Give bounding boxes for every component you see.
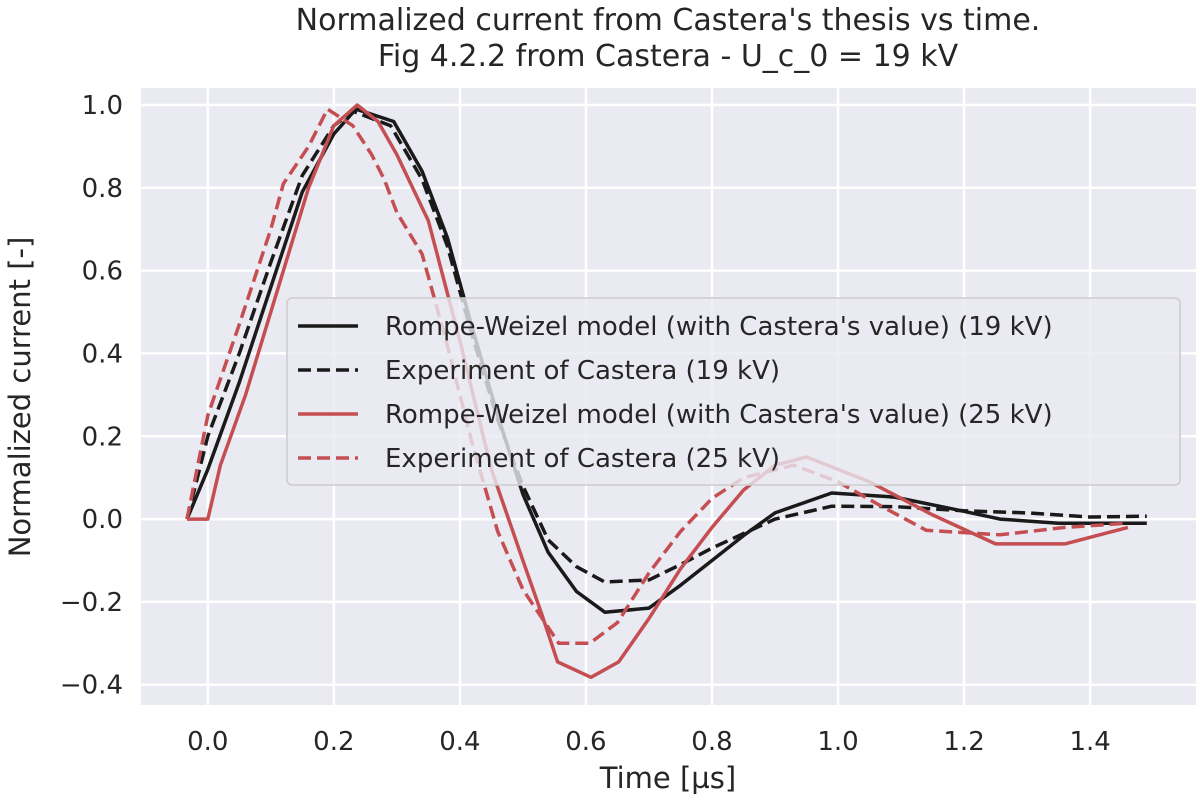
y-tick-label: −0.4	[60, 671, 123, 701]
legend-label: Rompe-Weizel model (with Castera's value…	[385, 400, 1053, 430]
x-tick-label: 0.0	[187, 727, 228, 757]
legend-box	[286, 297, 1181, 486]
y-axis-label: Normalized current [-]	[3, 237, 37, 558]
legend-label: Rompe-Weizel model (with Castera's value…	[385, 312, 1053, 342]
x-tick-label: 1.4	[1069, 727, 1110, 757]
x-tick-label: 0.6	[565, 727, 606, 757]
series-line-1	[185, 107, 1147, 614]
x-tick-label: 0.8	[691, 727, 732, 757]
y-tick-label: 0.0	[82, 505, 123, 535]
tick-labels: 0.0 0.2 0.4 0.6 0.8 1.0 1.2 1.4 −0.4 −0.2 0.0 0.2 0.…	[60, 91, 1111, 757]
y-tick-label: 0.8	[82, 174, 123, 204]
x-tick-label: 0.4	[439, 727, 480, 757]
chart-subtitle: Fig 4.2.2 from Castera - U_c_0 = 19 kV	[378, 39, 959, 74]
x-tick-label: 0.2	[313, 727, 354, 757]
y-tick-label: 0.6	[82, 257, 123, 287]
x-tick-label: 1.2	[943, 727, 984, 757]
y-tick-label: −0.2	[60, 588, 123, 618]
y-tick-label: 0.2	[82, 422, 123, 452]
series-line-2	[185, 109, 1147, 584]
y-tick-label: 0.4	[82, 339, 123, 369]
legend-label: Experiment of Castera (19 kV)	[385, 356, 780, 386]
series-line-4	[185, 107, 1129, 646]
y-tick-label: 1.0	[82, 91, 123, 121]
legend-label: Experiment of Castera (25 kV)	[385, 444, 780, 474]
x-axis-label: Time [µs]	[599, 761, 736, 795]
legend: Rompe-Weizel model (with Castera's value…	[286, 297, 1181, 486]
x-tick-label: 1.0	[817, 727, 858, 757]
chart-title: Normalized current from Castera's thesis…	[296, 3, 1041, 38]
